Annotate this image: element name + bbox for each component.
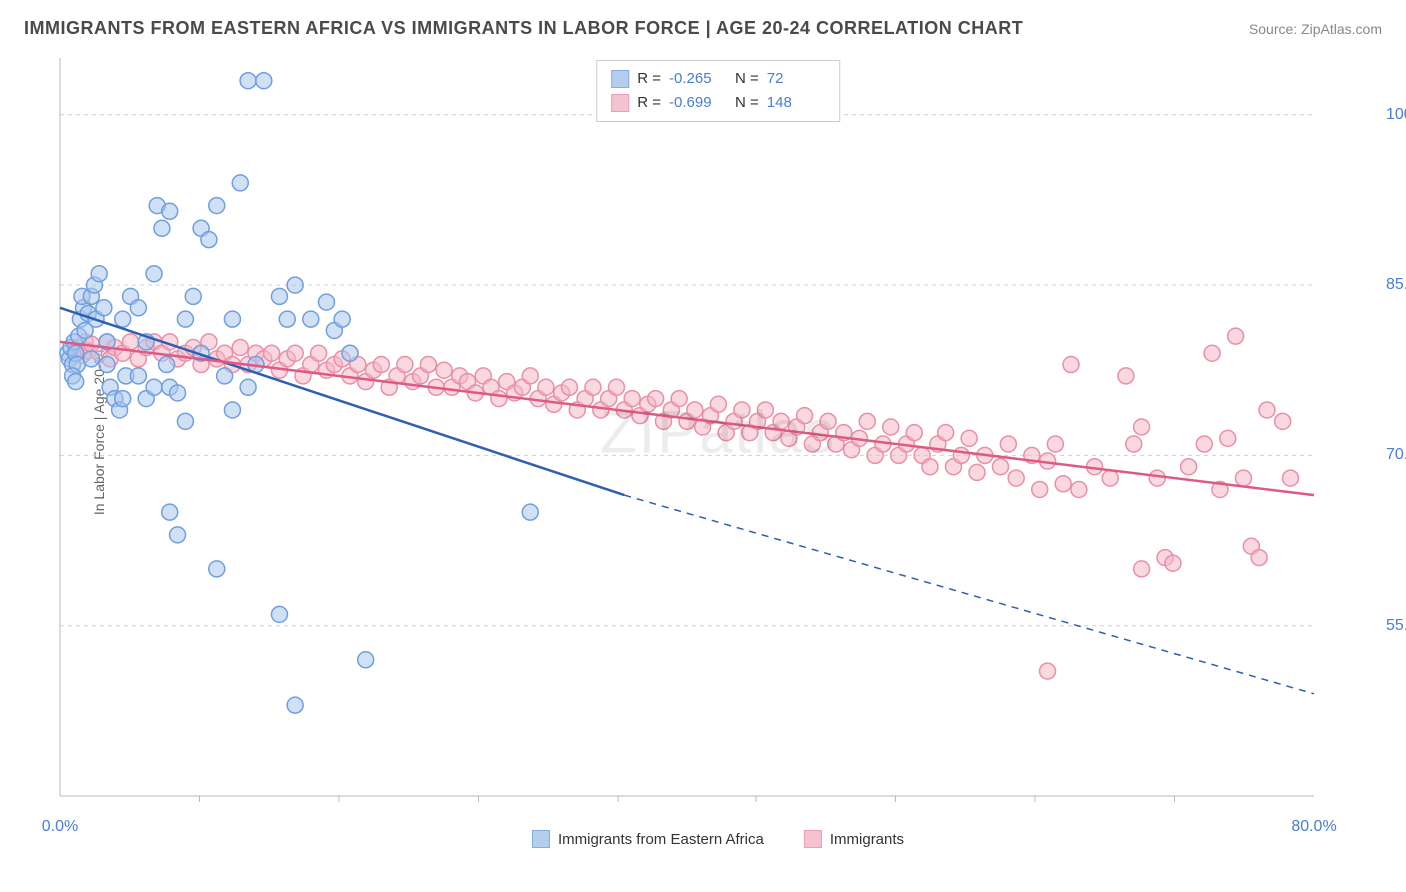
legend-row-eastern-africa: R = -0.265 N = 72 (611, 67, 825, 91)
chart-area: In Labor Force | Age 20-24 ZIPatlas R = … (54, 52, 1382, 812)
r-value-immigrants: -0.699 (669, 91, 727, 115)
series-label-eastern-africa: Immigrants from Eastern Africa (558, 831, 764, 848)
scatter-plot (54, 52, 1382, 812)
legend-item-eastern-africa: Immigrants from Eastern Africa (532, 830, 764, 848)
x-tick-label: 0.0% (42, 818, 78, 836)
correlation-legend: R = -0.265 N = 72 R = -0.699 N = 148 (596, 60, 840, 122)
swatch-eastern-africa-icon (532, 830, 550, 848)
n-value-eastern-africa: 72 (767, 67, 825, 91)
n-value-immigrants: 148 (767, 91, 825, 115)
n-label: N = (735, 91, 759, 115)
source-label: Source: ZipAtlas.com (1249, 21, 1382, 37)
series-label-immigrants: Immigrants (830, 831, 904, 848)
swatch-eastern-africa (611, 70, 629, 88)
swatch-immigrants (611, 94, 629, 112)
x-tick-label: 80.0% (1291, 818, 1336, 836)
series-legend: Immigrants from Eastern Africa Immigrant… (532, 830, 904, 848)
legend-item-immigrants: Immigrants (804, 830, 904, 848)
r-value-eastern-africa: -0.265 (669, 67, 727, 91)
legend-row-immigrants: R = -0.699 N = 148 (611, 91, 825, 115)
y-tick-label: 85.0% (1386, 276, 1406, 294)
n-label: N = (735, 67, 759, 91)
y-tick-label: 55.0% (1386, 617, 1406, 635)
r-label: R = (637, 91, 661, 115)
swatch-immigrants-icon (804, 830, 822, 848)
chart-title: IMMIGRANTS FROM EASTERN AFRICA VS IMMIGR… (24, 18, 1023, 39)
r-label: R = (637, 67, 661, 91)
y-tick-label: 100.0% (1386, 106, 1406, 124)
y-tick-label: 70.0% (1386, 446, 1406, 464)
